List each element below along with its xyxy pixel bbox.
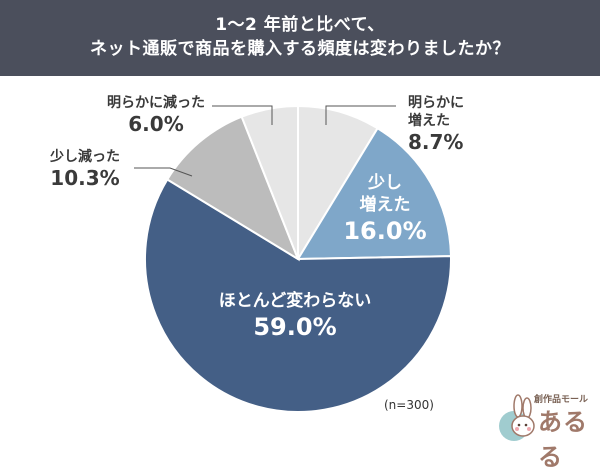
slice-label-mostly-unchanged: ほとんど変わらない 59.0% <box>205 290 385 342</box>
pie-slice-increased-slightly <box>296 126 452 261</box>
leader-line-decreased-clearly <box>212 105 273 125</box>
sample-size-note: (n=300) <box>384 398 434 412</box>
chart-title-banner: 1～2 年前と比べて、 ネット通販で商品を購入する頻度は変わりましたか？ <box>0 0 600 76</box>
pie-slice-decreased-slightly <box>165 115 301 262</box>
slice-name: 少し減った <box>50 149 120 165</box>
slice-value: 6.0% <box>128 112 184 136</box>
rabbit-mascot-icon <box>499 394 535 441</box>
chart-title-line-1: 1～2 年前と比べて、 <box>215 15 385 35</box>
pie-slice-increased-clearly <box>297 104 379 263</box>
slice-name: 少し <box>368 173 402 193</box>
slice-name: 明らかに減った <box>107 95 205 111</box>
slice-value: 59.0% <box>253 313 337 341</box>
slice-label-increased-slightly: 少し 増えた 16.0% <box>340 172 430 246</box>
pie-chart <box>134 104 452 414</box>
slice-name: ほとんど変わらない <box>218 291 372 311</box>
slice-label-decreased-clearly: 明らかに減った 6.0% <box>107 94 205 136</box>
leader-line-decreased-slightly <box>134 167 193 177</box>
slice-value: 16.0% <box>343 217 427 245</box>
slice-value: 8.7% <box>408 130 464 154</box>
slice-label-decreased-slightly: 少し減った 10.3% <box>50 148 120 190</box>
slice-value: 10.3% <box>50 166 120 190</box>
logo-subtitle: 創作品モール <box>534 395 589 405</box>
leader-line-increased-clearly <box>325 105 396 125</box>
logo-wordmark: あるる <box>538 408 588 471</box>
brand-logo: 創作品モール あるる <box>494 388 598 471</box>
slice-name: 増えた <box>408 113 450 129</box>
pie-slice-mostly-unchanged <box>144 178 452 414</box>
slice-name: 増えた <box>359 195 411 215</box>
slice-label-increased-clearly: 明らかに 増えた 8.7% <box>408 94 464 154</box>
slice-name: 明らかに <box>408 95 464 111</box>
chart-title-line-2: ネット通販で商品を購入する頻度は変わりましたか？ <box>90 39 510 59</box>
pie-slice-decreased-clearly <box>240 104 299 260</box>
